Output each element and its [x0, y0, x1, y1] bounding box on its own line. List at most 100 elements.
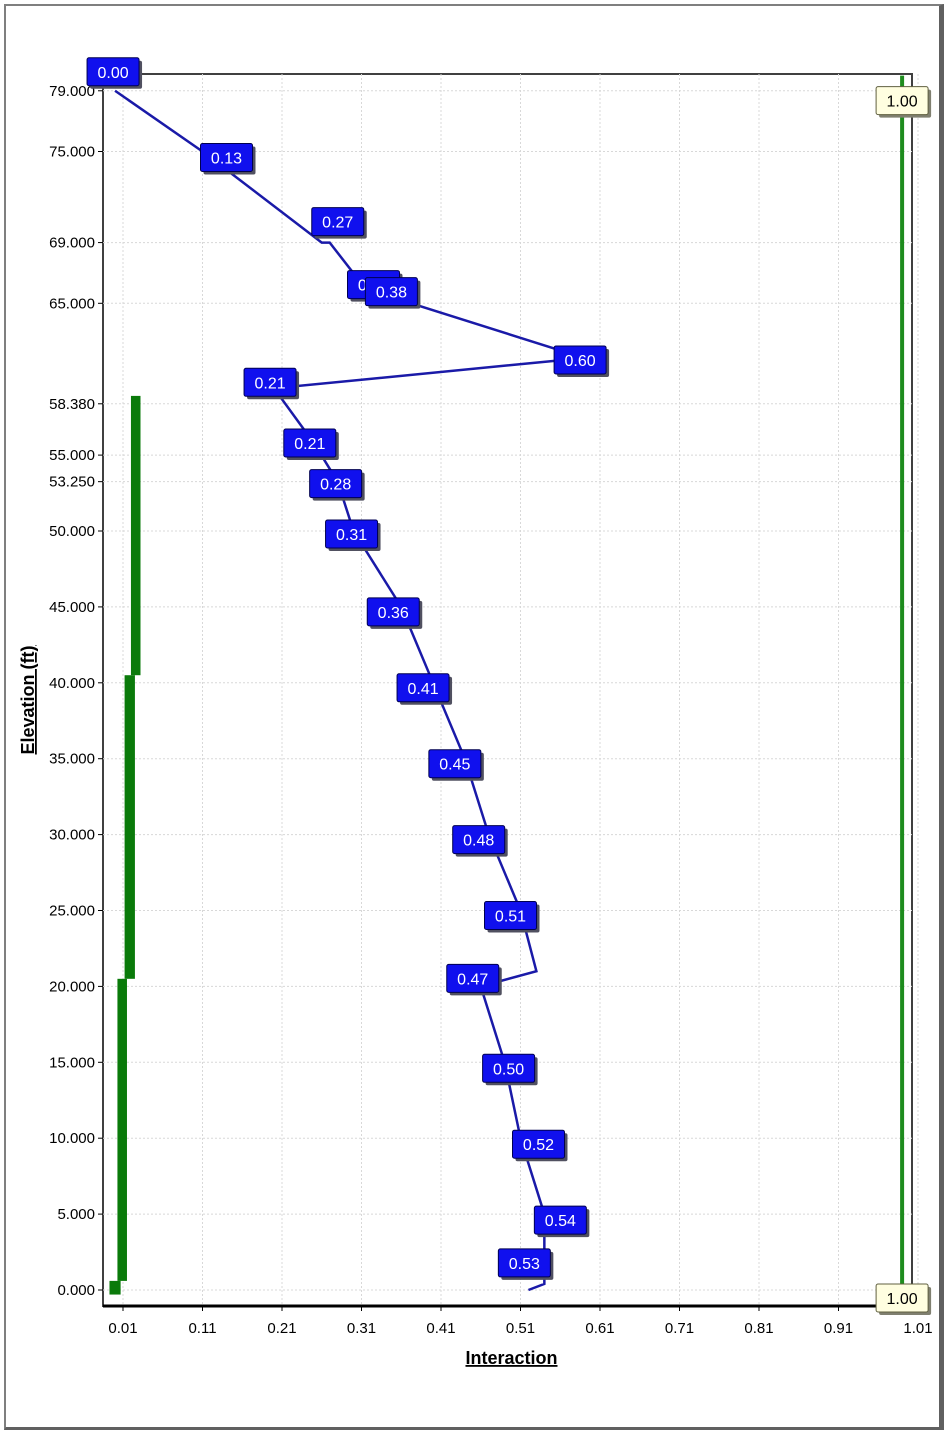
y-tick-label: 55.000 — [49, 447, 95, 464]
plot-area — [102, 73, 913, 1307]
data-label-box — [325, 519, 379, 549]
data-label: 0.51 — [484, 901, 540, 933]
x-axis-label: Interaction — [465, 1348, 557, 1368]
data-label-box — [497, 1248, 551, 1278]
data-label-text: 0.36 — [378, 605, 409, 622]
data-label: 0.60 — [553, 345, 610, 377]
x-tick-label: 0.31 — [347, 1320, 376, 1337]
x-tick-label: 1.01 — [903, 1320, 932, 1337]
data-label-box — [446, 963, 500, 993]
x-tick-label: 0.61 — [585, 1320, 614, 1337]
data-label-text: 0.21 — [294, 436, 325, 453]
y-tick-label: 50.000 — [49, 523, 95, 540]
data-label-text: 0.60 — [565, 353, 596, 370]
data-label-text: 0.51 — [495, 909, 526, 926]
data-label: 0.31 — [325, 519, 381, 551]
x-tick-label: 0.81 — [744, 1320, 773, 1337]
data-label: 0.54 — [533, 1205, 590, 1238]
y-tick-label: 15.000 — [49, 1054, 95, 1071]
data-label-text: 0.48 — [463, 833, 494, 850]
grid-layer — [102, 73, 919, 1307]
data-label-text: 0.27 — [322, 215, 353, 232]
x-tick-label: 0.11 — [188, 1320, 216, 1337]
data-label-text: 0.41 — [407, 681, 438, 698]
reference-label-text: 1.00 — [887, 94, 918, 111]
reference-label-text: 1.00 — [887, 1291, 918, 1308]
data-label-box — [396, 673, 450, 703]
data-label-text: 0.28 — [320, 477, 351, 494]
reference-label: 1.00 — [875, 1283, 932, 1315]
data-label: 0.45 — [428, 749, 484, 781]
data-label-box — [553, 345, 607, 375]
data-label: 0.27 — [311, 207, 367, 239]
reference-label-box — [875, 1283, 929, 1313]
y-tick-label: 79.000 — [49, 83, 95, 100]
data-label-box — [452, 825, 506, 855]
bar-segment — [109, 1280, 121, 1295]
y-tick-label: 45.000 — [49, 599, 95, 616]
y-axis-label: Elevation (ft) — [18, 645, 38, 754]
x-tick-label: 0.51 — [506, 1320, 535, 1337]
data-label-text: 0.21 — [254, 375, 285, 392]
data-label-box — [484, 901, 537, 930]
data-label-box — [283, 428, 337, 458]
chart-frame: 0.01 0.11 0.21 0.31 0.41 0.51 0.61 0.71 0.81 0.91… — [4, 4, 944, 1430]
data-label-box — [366, 597, 420, 627]
data-label: 0.13 — [200, 143, 256, 175]
data-label-box — [364, 277, 418, 307]
data-label: 0.21 — [243, 367, 300, 400]
data-label-text: 0.45 — [439, 757, 470, 774]
data-label-box — [512, 1129, 565, 1159]
data-label-text: 0.50 — [493, 1061, 524, 1078]
data-label-text: 0.47 — [457, 971, 488, 988]
data-label-box — [533, 1205, 587, 1235]
data-label-box — [482, 1053, 536, 1083]
y-tick-label: 20.000 — [49, 978, 95, 995]
x-tick-label: 0.41 — [426, 1320, 455, 1337]
data-label-text: 0.38 — [376, 285, 407, 302]
data-label-box — [309, 469, 363, 499]
data-label-box — [86, 57, 140, 87]
label-layer: 0.000.130.270.320.380.600.210.210.280.31… — [86, 57, 932, 1315]
data-label-box — [428, 749, 482, 779]
bar-layer — [109, 395, 141, 1295]
x-tick-label: 0.71 — [665, 1320, 694, 1337]
data-label-text: 0.52 — [523, 1137, 554, 1154]
y-tick-label: 40.000 — [49, 675, 95, 692]
data-label: 0.48 — [452, 825, 508, 857]
data-label: 0.00 — [86, 57, 143, 89]
y-tick-label: 10.000 — [49, 1130, 95, 1147]
bar-segment — [130, 395, 141, 676]
x-tick-label: 0.01 — [108, 1320, 137, 1337]
reference-label: 1.00 — [875, 86, 932, 118]
y-tick-label: 30.000 — [49, 827, 95, 844]
y-tick-label: 0.000 — [57, 1282, 95, 1299]
interaction-chart: 0.01 0.11 0.21 0.31 0.41 0.51 0.61 0.71 0.81 0.91… — [18, 57, 933, 1368]
data-label: 0.52 — [512, 1129, 568, 1162]
data-label: 0.41 — [396, 673, 453, 705]
data-label-box — [311, 207, 365, 237]
x-tick-label: 0.21 — [267, 1320, 296, 1337]
data-label: 0.47 — [446, 963, 502, 996]
data-label-text: 0.54 — [545, 1213, 576, 1230]
data-label: 0.50 — [482, 1053, 538, 1086]
bar-segment — [124, 675, 135, 979]
y-tick-label: 58.380 — [49, 396, 95, 413]
y-tick-label: 69.000 — [49, 235, 95, 252]
data-label: 0.21 — [283, 428, 339, 460]
data-label: 0.36 — [366, 597, 423, 629]
reference-label-box — [875, 86, 929, 116]
data-label-box — [200, 143, 253, 172]
bar-segment — [117, 978, 127, 1281]
x-tick-label: 0.91 — [824, 1320, 853, 1337]
data-label-box — [243, 367, 297, 397]
data-label: 0.53 — [497, 1248, 554, 1280]
data-label-text: 0.53 — [509, 1256, 540, 1273]
data-label: 0.38 — [364, 277, 421, 309]
y-tick-label: 65.000 — [49, 295, 95, 312]
y-tick-label: 53.250 — [49, 474, 95, 491]
axis-layer: 0.01 0.11 0.21 0.31 0.41 0.51 0.61 0.71 0.81 0.91… — [49, 83, 932, 1337]
y-tick-label: 75.000 — [49, 144, 95, 161]
y-tick-label: 25.000 — [49, 903, 95, 920]
data-label-text: 0.31 — [336, 527, 367, 544]
